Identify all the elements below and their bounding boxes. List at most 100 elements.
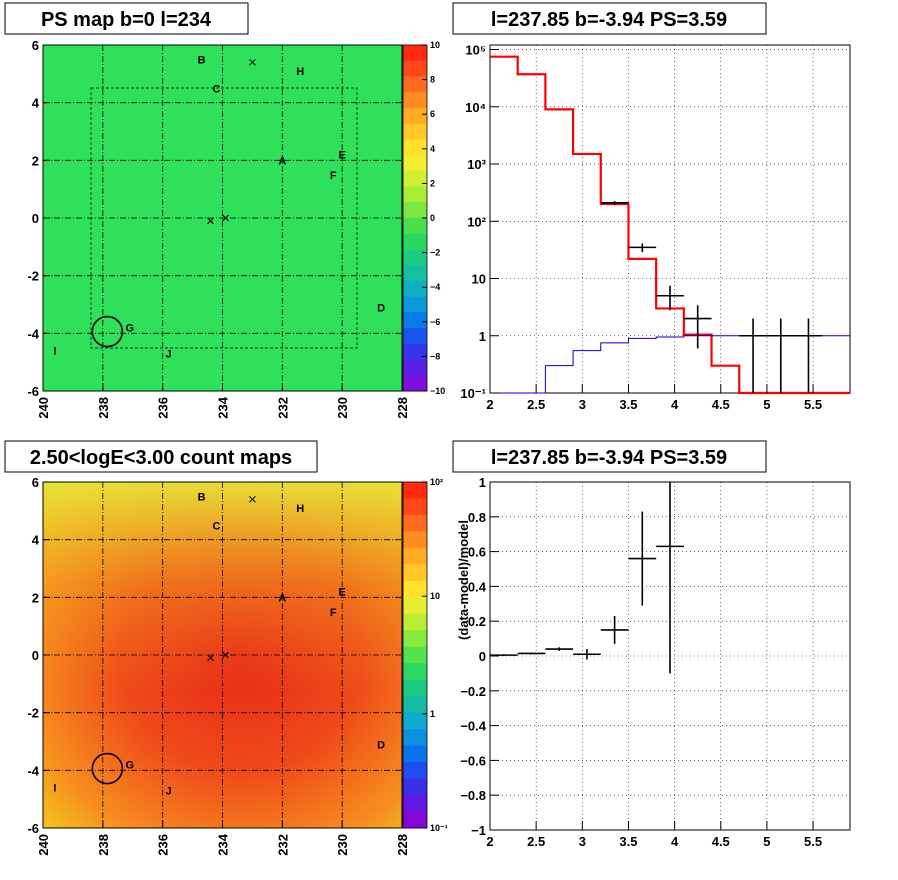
x-tick-label: 236 [156,834,171,856]
source-label: E [338,150,345,162]
residual-y-tick-label: 0.4 [468,579,487,594]
x-tick-label: 238 [96,834,111,856]
colorbar-band [403,123,427,140]
spectrum-x-tick-label: 4 [671,397,679,412]
colorbar-band [403,597,427,615]
spectrum-x-tick-label: 2 [486,397,493,412]
colorbar-band [403,265,427,282]
model-histogram [490,55,850,395]
x-tick-label: 228 [395,834,410,856]
spectrum-title-box [452,2,767,35]
colorbar-band [403,60,427,77]
colorbar-band [403,92,427,109]
y-tick-label: 6 [32,475,39,490]
spectrum-y-tick-label: 10² [467,214,486,229]
colorbar-band [403,745,427,763]
x-tick-label: 234 [216,833,231,855]
spectrum-y-tick-label: 10³ [467,157,486,172]
colorbar-band [403,375,427,392]
colorbar-band [403,343,427,361]
x-tick-label: 230 [335,834,350,856]
target-circle [91,752,124,785]
residual-y-tick-label: 1 [479,475,486,490]
y-tick-label: 4 [32,96,40,111]
spectrum-frame [489,44,851,394]
residual-y-axis-label: (data-model)/model [456,520,471,640]
ps-map-title-box [4,2,249,35]
residual-panel: l=237.85 b=-3.94 PS=3.59 2 2.5 3 3.5 4 4.5 5 5.… [452,440,851,849]
x-tick-label: 228 [395,397,410,419]
colorbar-band [403,170,427,188]
colorbar-band [403,202,427,219]
residual-x-tick-label: 2 [486,834,493,849]
colorbar-band [403,778,427,796]
source-label: E [338,587,345,599]
spectrum-grid [490,45,850,393]
y-tick-label: 0 [32,211,39,226]
source-label: H [296,66,304,78]
residual-x-tick-label: 2.5 [527,834,545,849]
x-tick-label: 230 [335,397,350,419]
colorbar-tick-label: −8 [430,351,440,361]
cross-marker [249,495,256,503]
residual-y-tick-label: −0.6 [460,753,486,768]
count-map-marks: B C H A EF D G I J [43,482,402,828]
source-label: C [213,83,221,95]
colorbar-band [403,514,427,532]
y-tick-label: -4 [27,326,39,341]
cross-marker [207,217,214,225]
residual-y-ticks: 1 0.8 0.6 0.4 0.2 0 −0.2 −0.4 −0.6 −0.8 −1 [460,475,499,838]
x-tick-label: 240 [36,397,51,419]
colorbar-band [403,580,427,598]
residual-x-tick-label: 3.5 [619,834,637,849]
colorbar-band [403,613,427,631]
colorbar-tick-label: 8 [430,75,435,85]
colorbar-tick-label: −4 [430,282,440,292]
colorbar-band [403,564,427,582]
ps-map-marks: B C H A EF D G I J [43,45,402,391]
colorbar-band [403,233,427,250]
colorbar-band [403,531,427,549]
source-label: C [213,520,221,532]
spectrum-x-tick-label: 2.5 [527,397,545,412]
colorbar-band [403,218,427,235]
y-tick-label: 6 [32,38,39,53]
colorbar-band [403,795,427,813]
residual-y-tick-label: −1 [471,823,486,838]
ps-map-x-ticks: 240 238 236 234 232 230 228 [36,383,410,419]
colorbar-tick-label: −10 [430,386,445,396]
colorbar-band [403,312,427,329]
y-tick-label: -6 [27,821,39,836]
colorbar-band [403,729,427,747]
residual-data-points [490,482,684,674]
ps-map-colorbar: 10 8 6 4 2 0 −2 −4 −6 −8 −10 [402,40,445,396]
ps-map-title: PS map b=0 l=234 [41,9,212,31]
colorbar-tick-label: 10² [430,477,443,487]
colorbar-tick-label: 10 [430,40,440,50]
colorbar-band [403,482,427,499]
colorbar-band [403,811,427,829]
colorbar-band [403,155,427,172]
residual-x-tick-label: 4 [671,834,679,849]
colorbar-band [403,498,427,516]
colorbar-band [403,696,427,714]
colorbar-tick-label: −2 [430,248,440,258]
y-tick-label: 4 [32,533,40,548]
residual-y-tick-label: 0.8 [468,510,486,525]
spectrum-data-points [600,201,823,393]
colorbar-frame [402,481,428,829]
colorbar-band [403,280,427,298]
target-circle [91,315,124,348]
colorbar-band [403,663,427,681]
spectrum-y-tick-label: 1 [479,329,486,344]
source-label: A [278,592,286,604]
colorbar-tick-label: 4 [430,144,435,154]
colorbar-band [403,547,427,565]
colorbar-band [403,186,427,203]
colorbar-band [403,712,427,730]
source-label: B [198,54,206,66]
residual-y-tick-label: −0.4 [460,719,486,734]
